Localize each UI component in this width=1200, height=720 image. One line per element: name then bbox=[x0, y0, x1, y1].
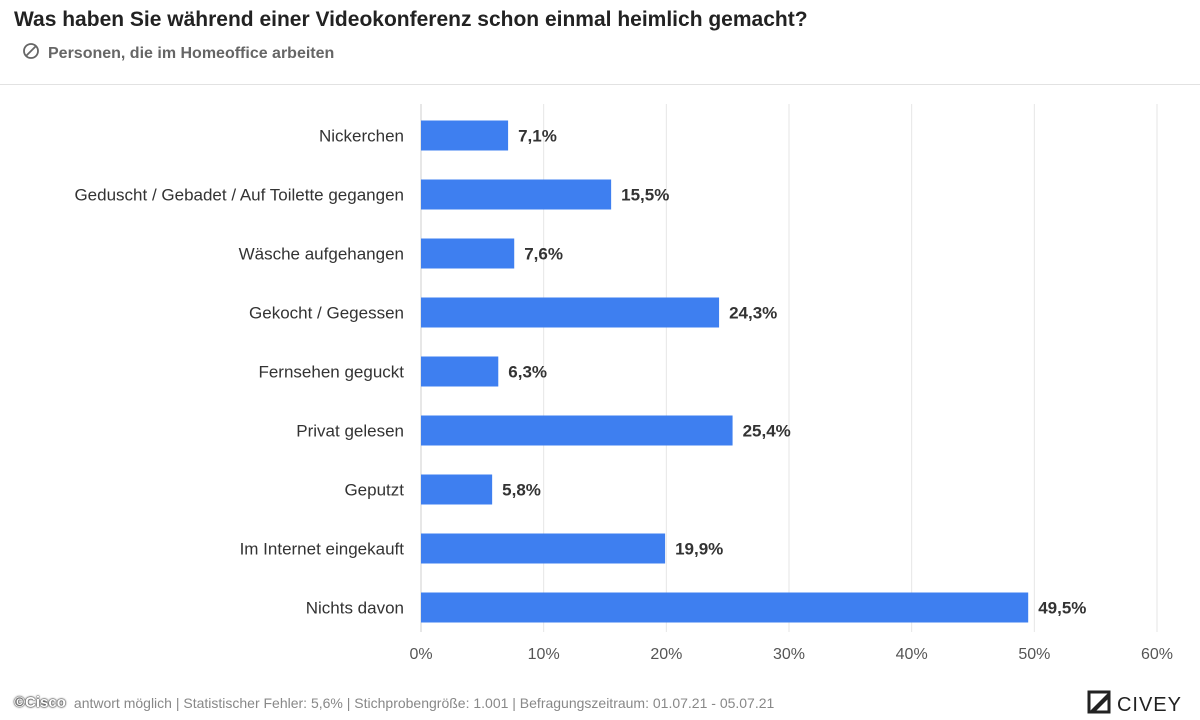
bar bbox=[421, 474, 493, 505]
bar bbox=[421, 120, 509, 151]
category-label: Im Internet eingekauft bbox=[240, 540, 405, 559]
value-label: 7,1% bbox=[518, 127, 557, 146]
bar bbox=[421, 356, 499, 387]
value-label: 5,8% bbox=[502, 481, 541, 500]
watermark: ©Cisco bbox=[14, 694, 66, 711]
chart-title: Was haben Sie während einer Videokonfere… bbox=[14, 8, 808, 31]
bar bbox=[421, 297, 720, 328]
x-tick-label: 50% bbox=[1018, 646, 1050, 663]
footer-note-text: antwort möglich | Statistischer Fehler: … bbox=[73, 694, 775, 711]
category-label: Geduscht / Gebadet / Auf Toilette gegang… bbox=[74, 186, 404, 205]
category-label: Privat gelesen bbox=[296, 422, 404, 441]
x-tick-label: 10% bbox=[528, 646, 560, 663]
x-tick-label: 0% bbox=[409, 646, 432, 663]
footer-note: ©Cisco antwort möglich | Statistischer F… bbox=[14, 694, 774, 711]
category-label: Nickerchen bbox=[319, 127, 404, 146]
value-label: 25,4% bbox=[743, 422, 791, 441]
subtitle-text: Personen, die im Homeoffice arbeiten bbox=[48, 44, 335, 62]
value-label: 7,6% bbox=[524, 245, 563, 264]
x-tick-label: 20% bbox=[650, 646, 682, 663]
category-label: Gekocht / Gegessen bbox=[249, 304, 404, 323]
no-circle-icon bbox=[22, 42, 40, 65]
category-label: Wäsche aufgehangen bbox=[239, 245, 404, 264]
brand-logo: CIVEY bbox=[1087, 690, 1182, 720]
civey-logo-icon bbox=[1087, 690, 1111, 720]
bar bbox=[421, 179, 612, 210]
category-label: Nichts davon bbox=[306, 599, 404, 618]
brand-name: CIVEY bbox=[1116, 693, 1182, 716]
value-label: 15,5% bbox=[621, 186, 669, 205]
chart-subtitle: Personen, die im Homeoffice arbeiten bbox=[22, 42, 334, 65]
x-tick-label: 60% bbox=[1141, 646, 1173, 663]
bar bbox=[421, 592, 1029, 623]
bar bbox=[421, 238, 515, 269]
x-tick-label: 30% bbox=[773, 646, 805, 663]
value-label: 49,5% bbox=[1038, 599, 1086, 618]
category-label: Fernsehen geguckt bbox=[258, 363, 404, 382]
bar bbox=[421, 415, 733, 446]
x-tick-label: 40% bbox=[896, 646, 928, 663]
value-label: 19,9% bbox=[675, 540, 723, 559]
header-divider bbox=[0, 84, 1200, 85]
value-label: 6,3% bbox=[508, 363, 547, 382]
bar bbox=[421, 533, 666, 564]
category-label: Geputzt bbox=[344, 481, 404, 500]
bar-chart: 0% 10% 20% 30% 40% 50% 60% Nickerchen 7,1% Gedusc… bbox=[74, 104, 1173, 663]
value-label: 24,3% bbox=[729, 304, 777, 323]
